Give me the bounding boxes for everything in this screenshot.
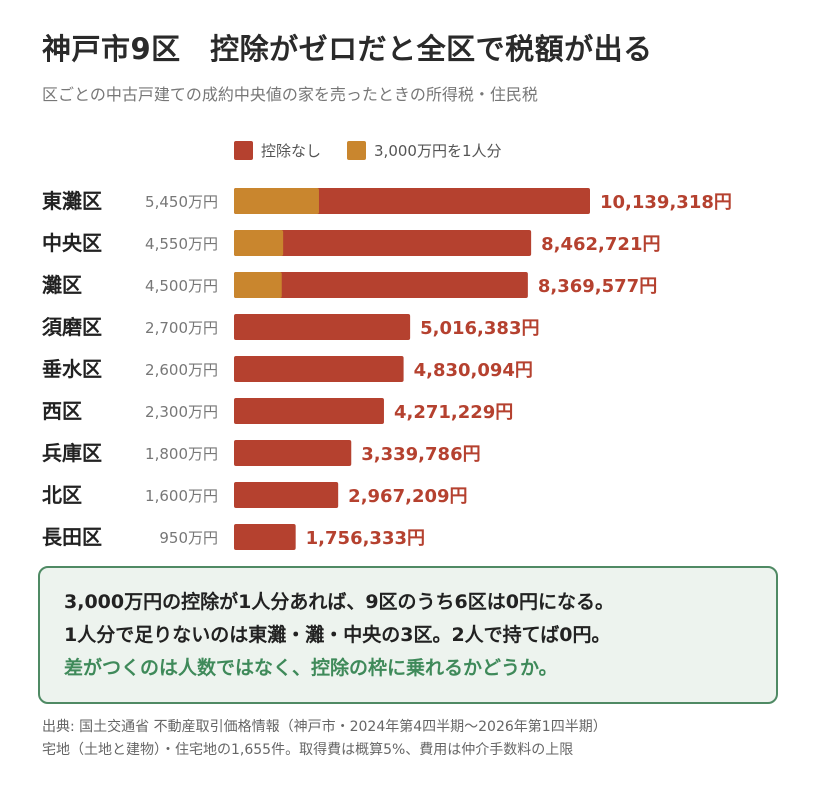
bar-no-deduction — [234, 188, 590, 214]
bar-one-person — [234, 188, 319, 214]
category-label: 須磨区 — [42, 315, 102, 339]
legend-label-no-deduction: 控除なし — [261, 142, 322, 160]
source-note: 出典: 国土交通省 不動産取引価格情報（神戸市・2024年第4四半期〜2026年… — [42, 716, 607, 762]
category-label: 灘区 — [42, 273, 82, 297]
bar-no-deduction — [234, 482, 339, 508]
value-label: 1,756,333円 — [306, 528, 425, 549]
bar-no-deduction — [234, 314, 411, 340]
value-label: 8,369,577円 — [538, 276, 657, 297]
legend-swatch-one-person — [347, 141, 367, 160]
legend-swatch-no-deduction — [234, 141, 253, 160]
bar-no-deduction — [234, 440, 352, 466]
legend-label-one-person: 3,000万円を1人分 — [374, 142, 502, 160]
price-label: 2,300万円 — [145, 403, 218, 421]
source-line-2: 宅地（土地と建物）・住宅地の1,655件。取得費は概算5%、費用は仲介手数料の上… — [42, 742, 574, 758]
price-label: 1,800万円 — [145, 445, 218, 463]
category-label: 長田区 — [42, 525, 102, 549]
category-label: 兵庫区 — [42, 441, 102, 465]
bar-no-deduction — [234, 272, 528, 298]
category-label: 北区 — [42, 483, 82, 507]
legend-item-no-deduction: 控除なし — [234, 140, 321, 161]
price-label: 4,550万円 — [145, 235, 218, 253]
value-label: 4,830,094円 — [414, 360, 533, 381]
bar-no-deduction — [234, 356, 404, 382]
value-label: 4,271,229円 — [394, 402, 513, 423]
price-label: 1,600万円 — [145, 487, 218, 505]
bar-one-person — [234, 230, 284, 256]
bar-no-deduction — [234, 230, 532, 256]
value-label: 2,967,209円 — [348, 486, 467, 507]
chart-subtitle: 区ごとの中古戸建ての成約中央値の家を売ったときの所得税・住民税 — [42, 85, 538, 104]
price-label: 2,700万円 — [145, 319, 218, 337]
category-label: 西区 — [42, 399, 82, 423]
note-line-1: 3,000万円の控除が1人分あれば、9区のうち6区は0円になる。 — [64, 591, 614, 613]
value-label: 3,339,786円 — [361, 444, 480, 465]
source-line-1: 出典: 国土交通省 不動産取引価格情報（神戸市・2024年第4四半期〜2026年… — [42, 719, 607, 735]
legend-item-one-person: 3,000万円を1人分 — [347, 140, 502, 161]
category-label: 垂水区 — [42, 357, 102, 381]
category-label: 東灘区 — [42, 189, 102, 213]
chart-title: 神戸市9区 控除がゼロだと全区で税額が出る — [42, 32, 653, 66]
value-label: 5,016,383円 — [420, 318, 539, 339]
note-box: 3,000万円の控除が1人分あれば、9区のうち6区は0円になる。 1人分で足りな… — [38, 566, 778, 704]
legend: 控除なし 3,000万円を1人分 — [234, 140, 528, 161]
price-label: 4,500万円 — [145, 277, 218, 295]
note-line-2: 1人分で足りないのは東灘・灘・中央の3区。2人で持てば0円。 — [64, 624, 611, 646]
bar-no-deduction — [234, 524, 296, 550]
price-label: 950万円 — [159, 529, 218, 547]
category-label: 中央区 — [42, 231, 102, 255]
price-label: 5,450万円 — [145, 193, 218, 211]
price-label: 2,600万円 — [145, 361, 218, 379]
bar-no-deduction — [234, 398, 384, 424]
bar-one-person — [234, 272, 282, 298]
value-label: 10,139,318円 — [600, 192, 732, 213]
note-line-3: 差がつくのは人数ではなく、控除の枠に乗れるかどうか。 — [64, 657, 558, 679]
value-label: 8,462,721円 — [541, 234, 660, 255]
